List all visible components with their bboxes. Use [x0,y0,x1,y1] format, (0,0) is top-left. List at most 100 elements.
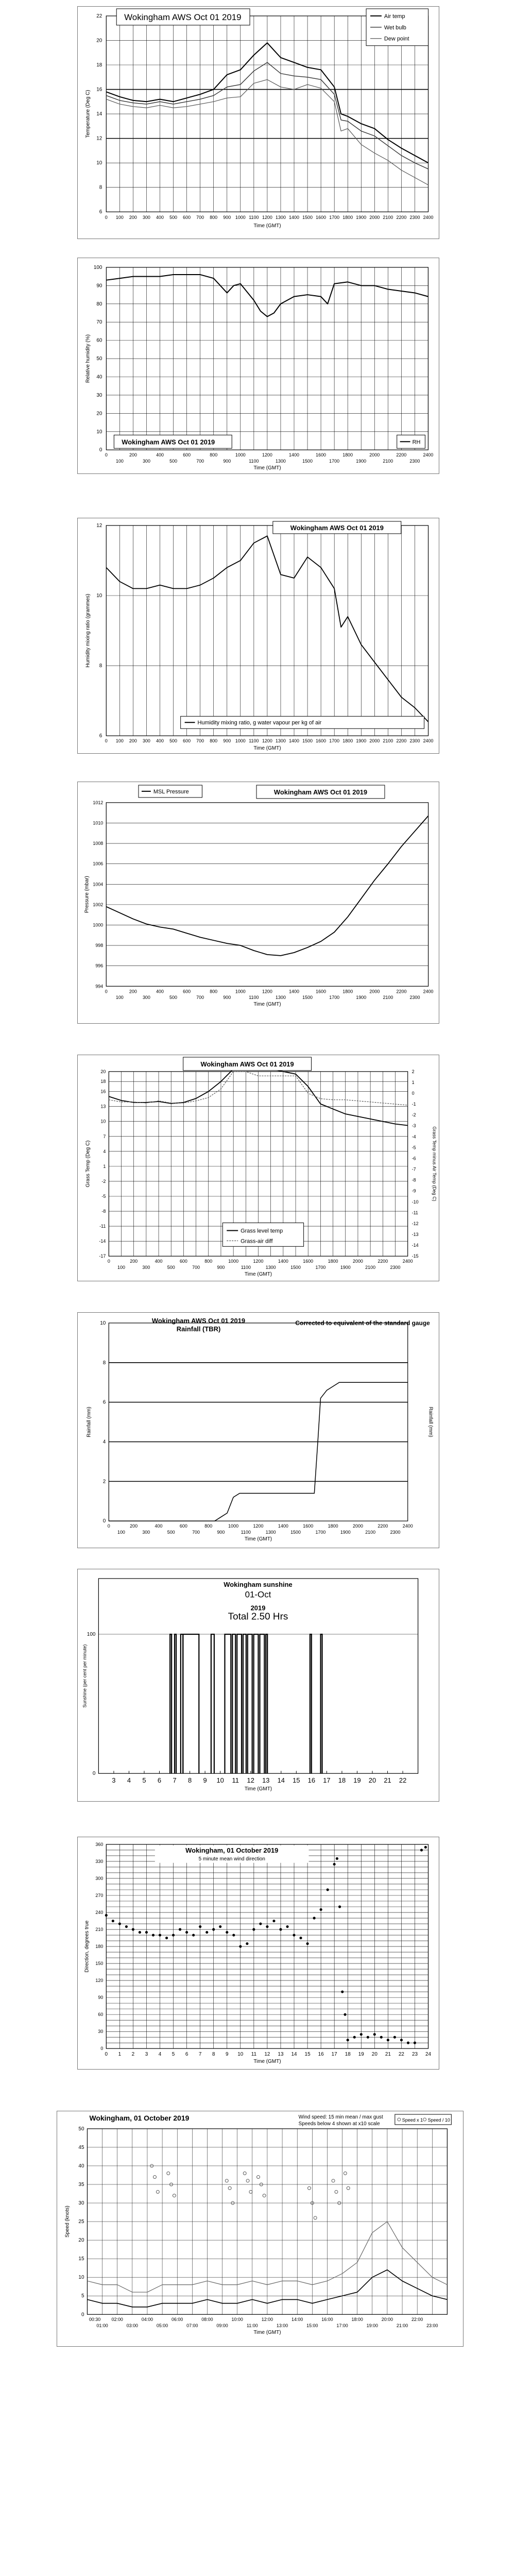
x-tick-label: 1200 [262,989,272,994]
x-tick-label: 1000 [235,215,246,220]
x-axis-label: Time (GMT) [245,1536,272,1542]
speed-x10-point [262,2194,266,2198]
y-axis-label: Direction, degrees true [84,1920,90,1972]
wind-direction-point [326,1888,329,1891]
y-tick-label: 330 [95,1859,103,1864]
x-tick-label: 1100 [249,459,259,464]
x-tick-label: 200 [129,738,137,743]
chart-title-box [256,785,385,799]
wind-direction-point [205,1930,209,1934]
chart-title-box [272,521,402,534]
x-tick-label: 2400 [403,1259,413,1264]
sunshine-bar [259,1633,265,1774]
x-tick-label: 15 [293,1776,300,1784]
y-tick-label: 14 [96,111,102,117]
speed-x10-point [169,2182,174,2187]
x-tick-label: 800 [210,989,217,994]
y-tick-label: 60 [96,338,102,344]
x-tick-label: 9 [226,2052,229,2057]
x-tick-label: 11 [232,1776,238,1784]
x-tick-label: 1400 [278,1259,288,1264]
x-tick-label: 2400 [423,452,433,457]
x-tick-label: 400 [156,452,164,457]
x-tick-label: 4 [127,1776,131,1784]
x-tick-label: 0 [105,738,108,743]
x-tick-label: 600 [183,989,191,994]
y-axis-label: Temperature (Deg C) [85,90,91,138]
x-tick-label: 00:30 [89,2317,100,2322]
y-tick-label: 0 [81,2312,84,2317]
sunshine-bar [242,1633,247,1774]
x-tick-label: 21:00 [397,2323,408,2328]
sunshine-bar [174,1633,177,1774]
wind-direction-point [118,1922,121,1925]
sunshine-bar [182,1633,200,1774]
x-tick-label: 1700 [329,995,339,1000]
y-tick-label: 7 [103,1134,106,1139]
x-tick-label: 18 [338,1776,346,1784]
x-tick-label: 0 [105,989,108,994]
y-tick-label: 20 [96,411,102,416]
x-tick-label: 1400 [289,452,299,457]
y-tick-label: 40 [96,374,102,380]
chart-title: Wokingham AWS Oct 01 2019 [122,438,215,446]
x-tick-label: 1700 [315,1530,325,1535]
wind-direction-chart-panel: 0 30 60 90 120 150 180 210 240 270 300 330 360 0 1 2 3 4 5… [77,1837,439,2070]
x-tick-label: 2000 [353,1523,363,1529]
y-tick-label: 30 [96,393,102,398]
chart-title: Wokingham AWS Oct 01 2019 [290,524,384,532]
x-tick-label: 400 [156,738,164,743]
x-tick-label: 14 [291,2052,297,2057]
legend-box [222,1223,304,1247]
series-line-msl-pressure [106,816,429,956]
y-tick-label: 100 [94,265,102,270]
x-tick-label: 05:00 [157,2323,168,2328]
y-tick-label: 120 [95,1978,103,1983]
y-tick-label: -14 [99,1239,106,1244]
x-axis-label: Time (GMT) [253,2059,281,2064]
y-tick-label: 180 [95,1944,103,1949]
x-tick-label: 1700 [329,738,339,743]
y-right-tick-label: -13 [412,1232,419,1237]
x-tick-label: 18 [345,2052,351,2057]
wind-direction-point [199,1925,202,1928]
x-tick-label: 900 [223,995,231,1000]
x-tick-label: 2300 [409,459,420,464]
series-line-air-temp [106,42,429,164]
x-tick-label: 1500 [302,738,313,743]
chart-title: Wokingham sunshine [224,1581,292,1588]
x-tick-label: 7 [199,2052,202,2057]
x-tick-label: 600 [183,738,191,743]
temperature-chart: 6 8 10 12 14 16 18 20 22 0 100 200 300 400 500 600 700 80… [85,8,434,229]
x-tick-label: 3 [112,1776,115,1784]
wind-direction-point [226,1930,229,1934]
plot-area [108,1323,408,1521]
series-line-rh [106,274,428,317]
x-tick-label: 800 [204,1259,212,1264]
x-tick-label: 600 [183,215,191,220]
x-tick-label: 200 [129,452,137,457]
x-tick-label: 1100 [249,215,259,220]
y-tick-label: 8 [99,663,102,669]
wind-direction-point [219,1925,222,1928]
legend-box [180,716,425,729]
x-tick-label: 2000 [369,738,380,743]
y-tick-label: 25 [78,2219,84,2225]
mixing-ratio-chart: 6 8 10 12 0 100 200 300 400 500 600 700 800 900 1000 11… [85,521,434,751]
x-tick-label: 2000 [353,1259,363,1264]
x-tick-label: 01:00 [96,2323,108,2328]
sunshine-chart-panel: 0 100 3 4 5 6 7 8 9 10 11 12 13 14 15 16 17 18 19 20 21 22 Tim… [77,1569,439,1802]
wind-direction-point [319,1908,322,1911]
legend-label: Humidity mixing ratio, g water vapour pe… [198,720,322,726]
wind-speed-chart: 0 5 10 15 20 25 30 35 40 45 50 00:30 02:00 04:00 06:00… [65,2114,452,2335]
x-tick-label: 2200 [396,452,406,457]
y-tick-label: 1010 [93,820,103,825]
sunshine-bar [169,1633,173,1774]
x-tick-label: 22:00 [411,2317,423,2322]
y-tick-label: 40 [78,2163,84,2169]
x-tick-label: 6 [185,2052,188,2057]
wind-direction-point [299,1936,302,1940]
x-tick-label: 1200 [262,738,272,743]
x-tick-label: 1700 [329,215,339,220]
